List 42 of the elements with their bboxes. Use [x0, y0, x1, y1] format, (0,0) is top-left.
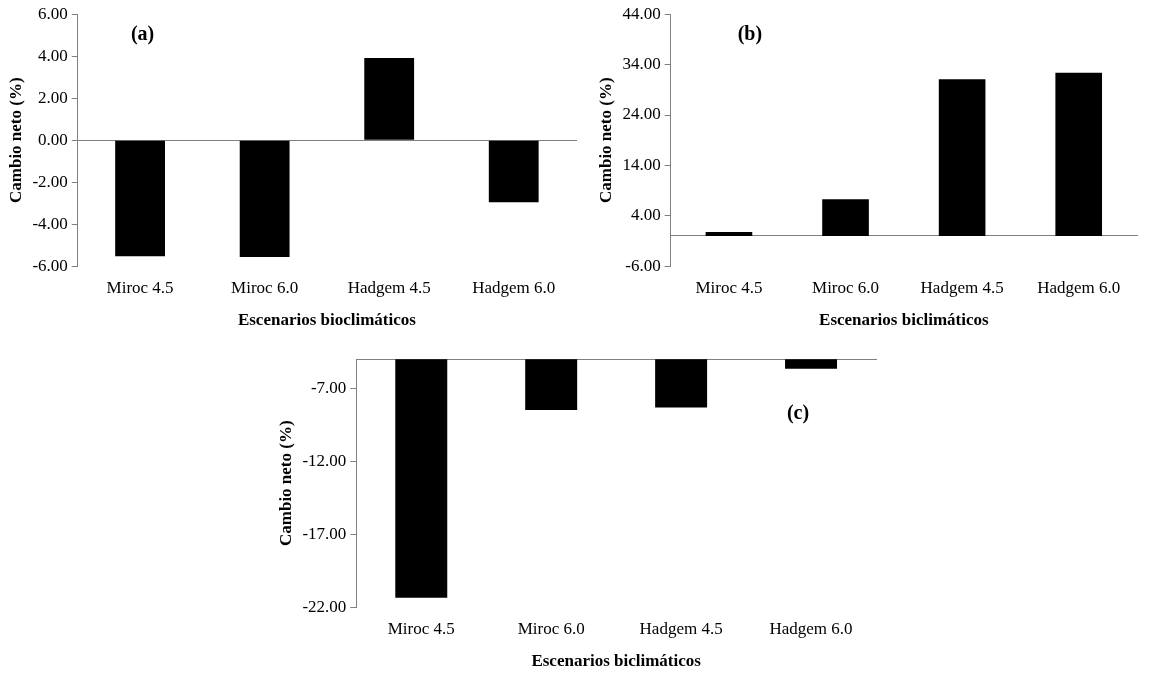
bar: [1055, 72, 1103, 236]
y-tick-label: 24.00: [622, 104, 661, 124]
annotation: (b): [737, 21, 763, 45]
y-tick-label: 4.00: [630, 205, 661, 225]
x-tick-label: Hadgem 6.0: [769, 618, 853, 638]
x-tick-label: Miroc 4.5: [695, 277, 763, 297]
y-axis-title: Cambio neto (%): [275, 420, 295, 546]
x-tick-label: Miroc 6.0: [812, 277, 880, 297]
x-tick-label: Hadgem 4.5: [920, 277, 1004, 297]
y-axis-title: Cambio neto (%): [595, 77, 615, 203]
x-tick-label: Miroc 6.0: [517, 618, 585, 638]
y-tick-label: 4.00: [38, 45, 68, 65]
y-tick-label: 34.00: [622, 54, 661, 74]
y-tick-label: -17.00: [302, 523, 347, 543]
y-tick-label: 44.00: [622, 3, 661, 23]
y-tick-label: -6.00: [32, 255, 68, 275]
y-tick-label: -7.00: [310, 377, 347, 397]
x-axis-title: Escenarios biclimáticos: [531, 651, 702, 671]
annotation: (c): [786, 400, 810, 424]
x-tick-label: Miroc 4.5: [387, 618, 455, 638]
y-tick-label: -6.00: [625, 255, 661, 275]
x-tick-label: Hadgem 4.5: [639, 618, 723, 638]
x-axis-title: Escenarios bioclimáticos: [237, 310, 417, 330]
x-tick-label: Miroc 4.5: [106, 277, 174, 297]
x-tick-label: Hadgem 4.5: [347, 277, 431, 297]
bar: [822, 199, 869, 236]
x-tick-label: Miroc 6.0: [231, 277, 299, 297]
y-tick-label: 2.00: [38, 87, 68, 107]
x-axis-title: Escenarios biclimáticos: [819, 310, 989, 330]
y-axis-title: Cambio neto (%): [5, 77, 25, 203]
annotation: (a): [130, 21, 155, 45]
x-tick-label: Hadgem 6.0: [1037, 277, 1121, 297]
bar: [705, 231, 753, 236]
y-tick-label: 6.00: [38, 3, 68, 23]
y-tick-label: -22.00: [302, 596, 347, 616]
x-tick-label: Hadgem 6.0: [472, 277, 556, 297]
y-tick-label: 14.00: [622, 154, 661, 174]
y-tick-label: -2.00: [32, 171, 68, 191]
y-tick-label: -4.00: [32, 213, 68, 233]
bar: [938, 79, 986, 236]
y-tick-label: -12.00: [302, 450, 347, 470]
y-tick-label: 0.00: [38, 129, 68, 149]
